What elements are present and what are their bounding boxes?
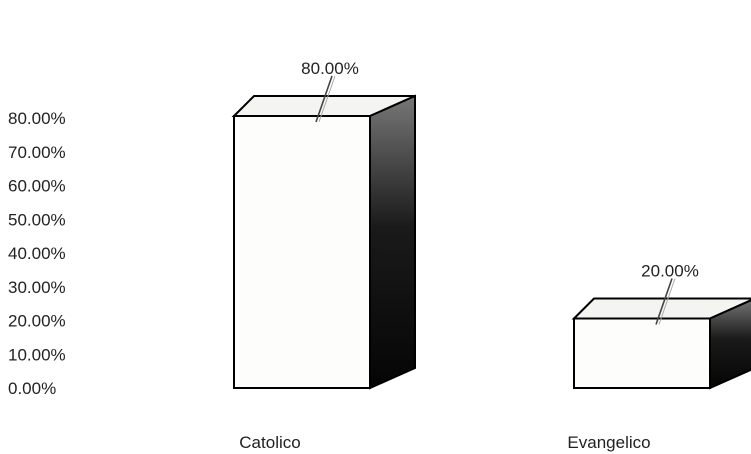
y-tick-label: 0.00% — [8, 379, 56, 398]
bar-front-face — [233, 115, 371, 389]
data-label-leader-shadow — [658, 278, 676, 325]
category-label: Evangelico — [567, 433, 650, 452]
data-label-leader — [655, 278, 673, 325]
data-label-leader-shadow — [318, 75, 336, 123]
y-tick-label: 40.00% — [8, 244, 66, 263]
y-tick-label: 70.00% — [8, 143, 66, 162]
bar-side-face — [369, 94, 416, 390]
category-label: Catolico — [239, 433, 300, 452]
y-tick-label: 30.00% — [8, 278, 66, 297]
bars: 80.00% 20.00% — [231, 59, 751, 390]
bar-front-face — [573, 317, 711, 389]
data-label-leader — [315, 75, 333, 123]
y-tick-label: 80.00% — [8, 109, 66, 128]
y-tick-label: 10.00% — [8, 345, 66, 364]
data-label: 80.00% — [301, 59, 359, 78]
y-tick-label: 50.00% — [8, 210, 66, 229]
y-tick-label: 60.00% — [8, 177, 66, 196]
y-axis: 0.00% 10.00% 20.00% 30.00% 40.00% 50.00% 60.00… — [8, 109, 66, 398]
data-label: 20.00% — [641, 262, 699, 281]
bar-catolico: 80.00% — [231, 59, 416, 390]
bar-evangelico: 20.00% — [571, 262, 751, 390]
y-tick-label: 20.00% — [8, 312, 66, 331]
x-axis: Catolico Evangelico — [239, 433, 650, 452]
